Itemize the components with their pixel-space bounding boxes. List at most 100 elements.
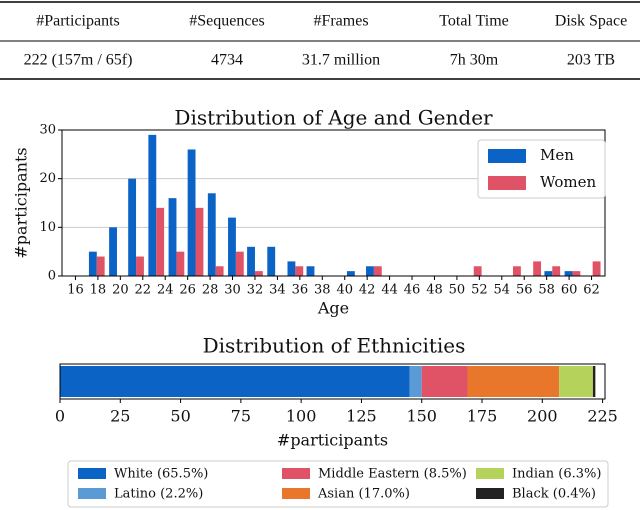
bar-segment: [467, 366, 560, 397]
x-tick-label: 52: [471, 283, 488, 298]
table-cell: 7h 30m: [450, 52, 499, 69]
bar: [295, 266, 304, 276]
x-tick-label: 32: [247, 283, 264, 298]
chart-title: Distribution of Ethnicities: [203, 334, 466, 358]
x-tick-label: 150: [406, 407, 437, 426]
bar: [564, 271, 573, 276]
bar: [254, 271, 263, 276]
y-tick-label: 20: [39, 171, 56, 186]
column-header: #Sequences: [189, 13, 265, 30]
chart-title: Distribution of Age and Gender: [174, 106, 493, 130]
x-tick-label: 46: [404, 283, 421, 298]
x-tick-label: 48: [426, 283, 443, 298]
bar: [88, 251, 97, 276]
bar: [156, 207, 165, 276]
x-tick-label: 24: [157, 283, 174, 298]
x-tick-label: 62: [583, 283, 600, 298]
x-tick-label: 0: [55, 407, 65, 426]
bar-segment: [60, 366, 410, 397]
legend-swatch: [476, 488, 504, 499]
x-tick-label: 56: [516, 283, 533, 298]
bar: [128, 178, 137, 276]
bar: [346, 271, 355, 276]
x-tick-label: 44: [381, 283, 398, 298]
table-cell: 4734: [211, 52, 243, 69]
legend-label: Women: [540, 173, 597, 191]
legend-swatch: [282, 488, 310, 499]
y-tick-label: 0: [48, 269, 56, 284]
x-tick-label: 34: [269, 283, 286, 298]
bar-segment: [592, 366, 596, 397]
column-header: #Frames: [313, 13, 368, 30]
x-tick-label: 38: [314, 283, 331, 298]
bar: [287, 261, 296, 276]
legend-label: Men: [540, 146, 574, 164]
bar: [207, 193, 216, 276]
bar: [168, 198, 177, 276]
x-tick-label: 25: [110, 407, 130, 426]
column-header: #Participants: [36, 13, 120, 30]
bar: [148, 134, 157, 276]
bar: [473, 266, 482, 276]
bar: [136, 256, 144, 276]
column-header: Disk Space: [555, 13, 627, 30]
legend-swatch: [282, 468, 310, 479]
x-tick-label: 16: [67, 283, 84, 298]
column-header: Total Time: [439, 13, 509, 30]
legend-label: Indian (6.3%): [512, 467, 601, 482]
table-cell: 31.7 million: [302, 52, 380, 69]
x-axis-label: Age: [317, 299, 349, 318]
x-axis-label: #participants: [277, 431, 388, 450]
legend-frame: [67, 460, 609, 508]
table-cell: 222 (157m / 65f): [24, 52, 133, 69]
x-tick-label: 30: [224, 283, 241, 298]
x-tick-label: 50: [170, 407, 190, 426]
bar: [373, 266, 382, 276]
x-tick-label: 125: [346, 407, 377, 426]
x-tick-label: 36: [292, 283, 309, 298]
bar: [187, 149, 196, 276]
bar: [215, 266, 224, 276]
x-tick-label: 42: [359, 283, 376, 298]
plot-frame: [61, 129, 606, 277]
x-tick-label: 225: [587, 407, 618, 426]
x-tick-label: 50: [449, 283, 466, 298]
x-tick-label: 18: [90, 283, 107, 298]
bar: [176, 251, 185, 276]
x-tick-label: 28: [202, 283, 219, 298]
bar: [228, 217, 236, 276]
legend-label: Latino (2.2%): [114, 487, 203, 502]
x-tick-label: 20: [112, 283, 129, 298]
legend-label: Black (0.4%): [512, 487, 596, 502]
x-tick-label: 60: [561, 283, 578, 298]
bar: [552, 266, 561, 276]
bar: [306, 266, 315, 276]
bar-segment: [409, 366, 422, 397]
x-tick-label: 100: [286, 407, 317, 426]
legend-swatch: [488, 149, 526, 163]
y-tick-label: 30: [39, 123, 56, 138]
bar: [235, 251, 244, 276]
bar: [544, 271, 553, 276]
bar: [247, 246, 255, 276]
y-axis-label: #participants: [12, 147, 31, 258]
bar-segment: [559, 366, 593, 397]
legend-swatch: [78, 488, 106, 499]
table-cell: 203 TB: [567, 52, 615, 69]
legend-label: White (65.5%): [114, 467, 208, 482]
bar-segment: [421, 366, 468, 397]
legend-label: Asian (17.0%): [317, 487, 410, 502]
bar: [513, 266, 521, 276]
x-tick-label: 58: [538, 283, 555, 298]
bar: [109, 227, 117, 276]
legend-swatch: [476, 468, 504, 479]
x-tick-label: 75: [231, 407, 251, 426]
bar: [267, 246, 276, 276]
plot-frame: [59, 363, 606, 400]
x-tick-label: 26: [179, 283, 196, 298]
x-tick-label: 22: [135, 283, 152, 298]
bar: [366, 266, 374, 276]
legend-swatch: [78, 468, 106, 479]
bar: [195, 207, 204, 276]
bar: [96, 256, 105, 276]
